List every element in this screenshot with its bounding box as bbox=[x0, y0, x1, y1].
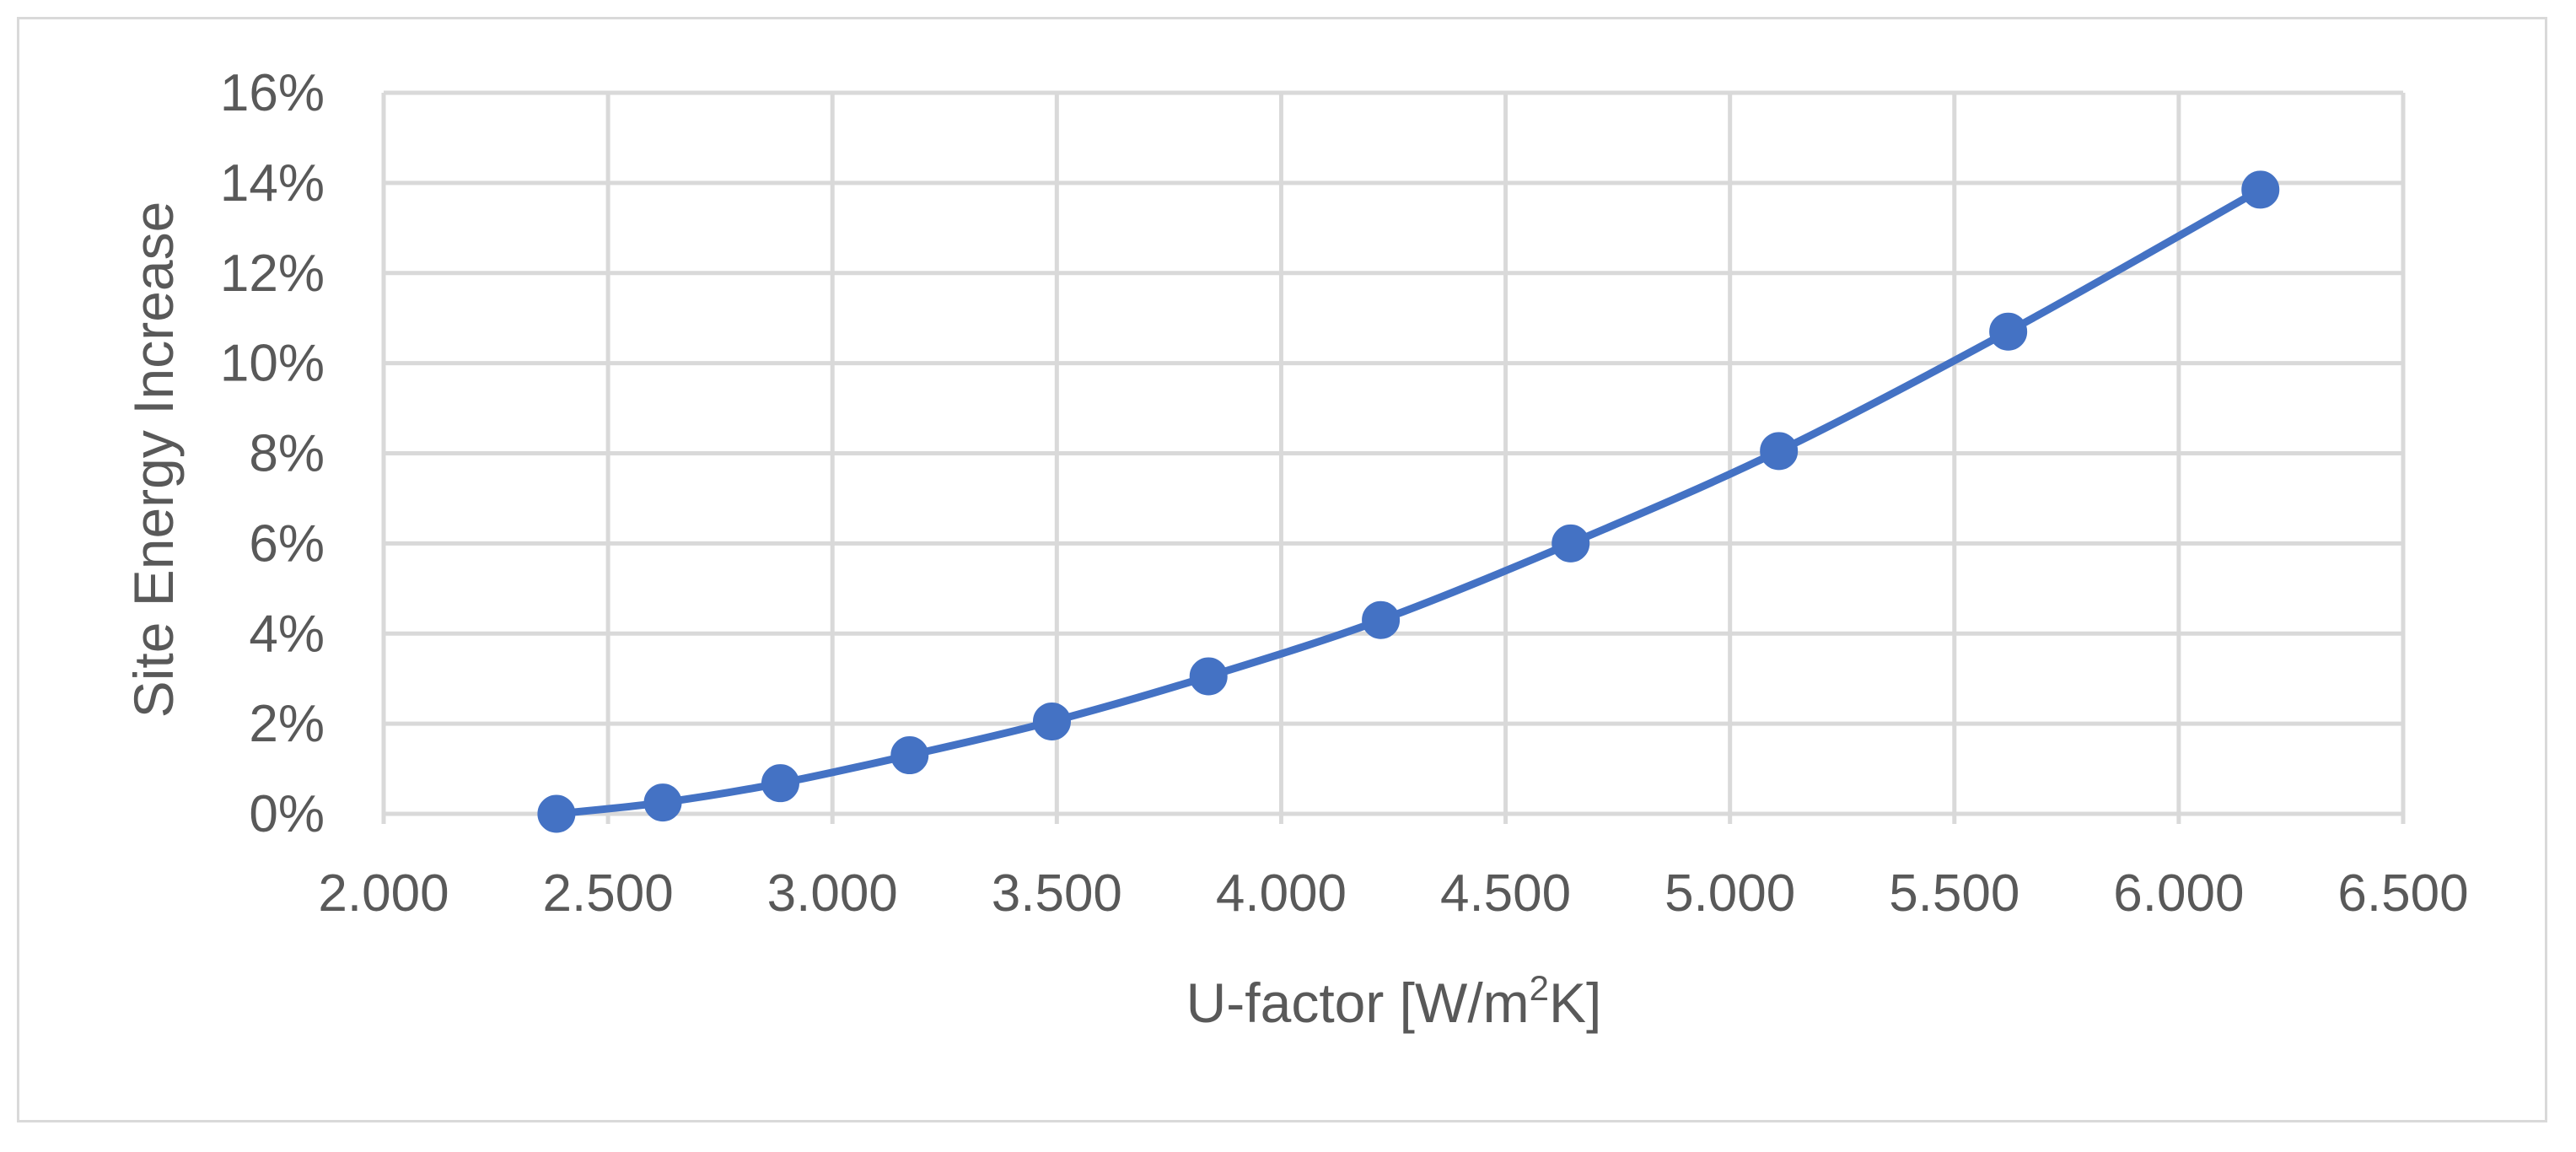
y-axis-title: Site Energy Increase bbox=[122, 202, 185, 719]
data-point bbox=[537, 794, 576, 833]
x-axis-title-suffix: K] bbox=[1549, 972, 1601, 1034]
series-line bbox=[552, 186, 2265, 818]
x-tick-label: 4.500 bbox=[1440, 864, 1571, 923]
data-point bbox=[1760, 432, 1799, 471]
data-point bbox=[1189, 657, 1228, 696]
series-layer bbox=[537, 170, 2280, 833]
y-tick-label: 4% bbox=[249, 605, 325, 663]
x-tick-label: 2.500 bbox=[543, 864, 674, 923]
y-tick-label: 12% bbox=[220, 245, 325, 303]
x-tick-label: 5.000 bbox=[1664, 864, 1795, 923]
x-tick-label: 4.000 bbox=[1216, 864, 1347, 923]
data-point bbox=[761, 764, 799, 803]
data-point bbox=[1989, 312, 2028, 351]
x-tick-label: 5.500 bbox=[1889, 864, 2019, 923]
x-tick-labels: 2.000 2.500 3.000 3.500 4.000 4.500 5.000 5.500… bbox=[318, 864, 2468, 923]
x-axis-title-sup: 2 bbox=[1530, 968, 1549, 1008]
x-axis-title-main: U-factor [W/m bbox=[1186, 972, 1530, 1034]
y-tick-label: 10% bbox=[220, 335, 325, 393]
x-axis-title: U-factor [W/m2K] bbox=[1186, 968, 1602, 1034]
data-point bbox=[1552, 524, 1590, 563]
x-tick-label: 3.500 bbox=[992, 864, 1122, 923]
y-tick-label: 6% bbox=[249, 514, 325, 573]
y-tick-label: 2% bbox=[249, 695, 325, 753]
x-tick-label: 2.000 bbox=[318, 864, 449, 923]
y-tick-labels: 0% 2% 4% 6% 8% 10% 12% 14% 16% bbox=[220, 64, 325, 843]
data-point bbox=[1032, 702, 1071, 740]
y-tick-label: 14% bbox=[220, 154, 325, 213]
grid-layer bbox=[381, 90, 2406, 814]
x-tick-label: 6.000 bbox=[2113, 864, 2244, 923]
axis-layer bbox=[381, 811, 2406, 824]
y-tick-label: 8% bbox=[249, 425, 325, 483]
data-point bbox=[2241, 170, 2280, 209]
data-point bbox=[890, 736, 929, 775]
x-tick-label: 6.500 bbox=[2337, 864, 2468, 923]
data-point bbox=[1362, 600, 1401, 639]
y-tick-label: 0% bbox=[249, 785, 325, 843]
data-point bbox=[643, 783, 682, 822]
y-tick-label: 16% bbox=[220, 64, 325, 122]
x-tick-label: 3.000 bbox=[767, 864, 898, 923]
